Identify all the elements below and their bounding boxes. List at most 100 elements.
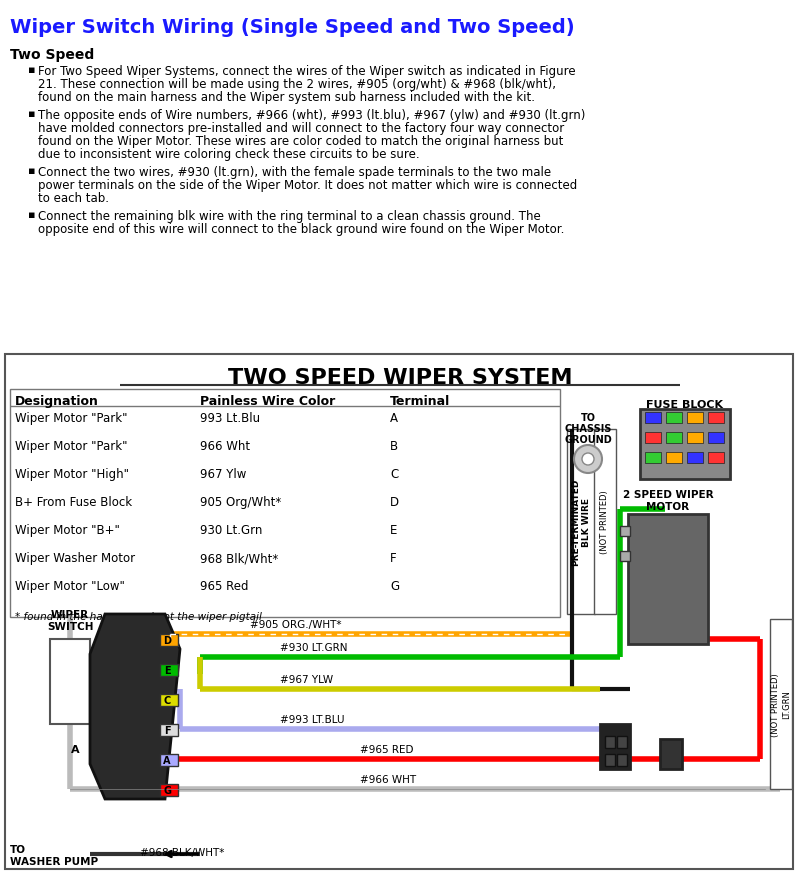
Text: #968 BLK/WHT*: #968 BLK/WHT*: [140, 847, 225, 857]
Bar: [620, 551, 630, 562]
Bar: [645, 432, 661, 444]
Text: F: F: [164, 725, 170, 735]
Text: WIPER: WIPER: [51, 610, 89, 619]
Text: ▪: ▪: [28, 65, 35, 75]
Text: D: D: [390, 495, 400, 509]
Text: Wiper Motor "Low": Wiper Motor "Low": [15, 579, 125, 593]
Text: MOTOR: MOTOR: [646, 501, 690, 511]
Bar: [50, 640, 90, 724]
Text: 968 Blk/Wht*: 968 Blk/Wht*: [200, 551, 278, 564]
Text: #967 YLW: #967 YLW: [280, 674, 333, 684]
Bar: [160, 784, 178, 797]
Bar: [594, 430, 616, 614]
Text: TO: TO: [581, 413, 595, 423]
Circle shape: [574, 446, 602, 473]
Bar: [640, 409, 730, 479]
Text: B: B: [71, 674, 79, 684]
Text: Wiper Motor "Park": Wiper Motor "Park": [15, 411, 128, 424]
Text: 905 Org/Wht*: 905 Org/Wht*: [200, 495, 281, 509]
Text: G: G: [163, 785, 171, 795]
Text: G: G: [390, 579, 400, 593]
Bar: [617, 754, 627, 766]
Bar: [160, 664, 178, 676]
Bar: [600, 724, 630, 769]
Text: 965 Red: 965 Red: [200, 579, 248, 593]
Bar: [617, 736, 627, 748]
Bar: [160, 724, 178, 736]
Text: #930 LT.GRN: #930 LT.GRN: [280, 642, 348, 652]
Text: TO: TO: [10, 844, 26, 854]
Bar: [10, 390, 560, 618]
Text: power terminals on the side of the Wiper Motor. It does not matter which wire is: power terminals on the side of the Wiper…: [38, 179, 577, 191]
Text: B+ From Fuse Block: B+ From Fuse Block: [15, 495, 132, 509]
Text: 21. These connection will be made using the 2 wires, #905 (org/wht) & #968 (blk/: 21. These connection will be made using …: [38, 78, 556, 91]
Text: B: B: [390, 439, 398, 453]
Bar: [605, 754, 615, 766]
Text: E: E: [390, 524, 397, 536]
Bar: [605, 736, 615, 748]
Text: * found in the harness and not the wiper pigtail: * found in the harness and not the wiper…: [15, 611, 262, 621]
Text: D: D: [163, 635, 171, 645]
Text: ▪: ▪: [28, 210, 35, 220]
Text: Terminal: Terminal: [390, 394, 451, 408]
Text: The opposite ends of Wire numbers, #966 (wht), #993 (lt.blu), #967 (ylw) and #93: The opposite ends of Wire numbers, #966 …: [38, 109, 586, 122]
Bar: [5, 354, 793, 869]
Text: Connect the two wires, #930 (lt.grn), with the female spade terminals to the two: Connect the two wires, #930 (lt.grn), wi…: [38, 166, 551, 179]
Text: C: C: [163, 696, 171, 705]
Text: Painless Wire Color: Painless Wire Color: [200, 394, 336, 408]
Bar: [666, 413, 682, 424]
Text: A: A: [163, 755, 171, 766]
Bar: [666, 432, 682, 444]
Text: Connect the remaining blk wire with the ring terminal to a clean chassis ground.: Connect the remaining blk wire with the …: [38, 210, 541, 222]
Text: Wiper Switch Wiring (Single Speed and Two Speed): Wiper Switch Wiring (Single Speed and Tw…: [10, 18, 574, 37]
Text: 967 Ylw: 967 Ylw: [200, 468, 246, 480]
Bar: [708, 413, 724, 424]
Bar: [687, 432, 703, 444]
Text: WASHER PUMP: WASHER PUMP: [10, 856, 98, 866]
Text: (NOT PRINTED)
LT.GRN: (NOT PRINTED) LT.GRN: [771, 672, 791, 736]
Bar: [660, 739, 682, 769]
Text: C: C: [390, 468, 398, 480]
Text: F: F: [390, 551, 396, 564]
Bar: [687, 413, 703, 424]
Text: FUSE BLOCK: FUSE BLOCK: [646, 400, 724, 409]
Text: opposite end of this wire will connect to the black ground wire found on the Wip: opposite end of this wire will connect t…: [38, 222, 564, 236]
Bar: [160, 754, 178, 766]
Text: #993 LT.BLU: #993 LT.BLU: [280, 714, 344, 724]
Text: SWITCH: SWITCH: [47, 621, 93, 632]
Bar: [687, 453, 703, 463]
Text: Wiper Motor "B+": Wiper Motor "B+": [15, 524, 120, 536]
Bar: [645, 453, 661, 463]
Bar: [708, 453, 724, 463]
Text: Two Speed: Two Speed: [10, 48, 94, 62]
Bar: [708, 432, 724, 444]
Text: 993 Lt.Blu: 993 Lt.Blu: [200, 411, 260, 424]
Text: Wiper Motor "High": Wiper Motor "High": [15, 468, 129, 480]
Text: have molded connectors pre-installed and will connect to the factory four way co: have molded connectors pre-installed and…: [38, 122, 564, 135]
Text: GROUND: GROUND: [564, 434, 612, 445]
Bar: [666, 453, 682, 463]
Bar: [770, 619, 792, 789]
Bar: [645, 413, 661, 424]
Text: due to inconsistent wire coloring check these circuits to be sure.: due to inconsistent wire coloring check …: [38, 148, 419, 161]
Text: A: A: [390, 411, 398, 424]
Text: found on the main harness and the Wiper system sub harness included with the kit: found on the main harness and the Wiper …: [38, 91, 535, 104]
Circle shape: [582, 454, 594, 465]
Text: #965 RED: #965 RED: [360, 744, 414, 754]
Text: 930 Lt.Grn: 930 Lt.Grn: [200, 524, 262, 536]
Bar: [160, 634, 178, 646]
Text: Designation: Designation: [15, 394, 99, 408]
Polygon shape: [90, 614, 180, 799]
Text: CHASSIS: CHASSIS: [564, 424, 612, 433]
Bar: [567, 430, 595, 614]
Text: 2 SPEED WIPER: 2 SPEED WIPER: [622, 489, 714, 500]
Text: #905 ORG./WHT*: #905 ORG./WHT*: [250, 619, 341, 629]
Text: C: C: [71, 709, 79, 719]
Bar: [628, 515, 708, 644]
Text: A: A: [70, 744, 79, 754]
Text: PRE-TERMINATED
BLK WIRE: PRE-TERMINATED BLK WIRE: [571, 478, 590, 565]
Bar: [160, 695, 178, 706]
Text: #966 WHT: #966 WHT: [360, 774, 416, 784]
Text: (NOT PRINTED): (NOT PRINTED): [601, 490, 610, 554]
Text: ▪: ▪: [28, 166, 35, 175]
